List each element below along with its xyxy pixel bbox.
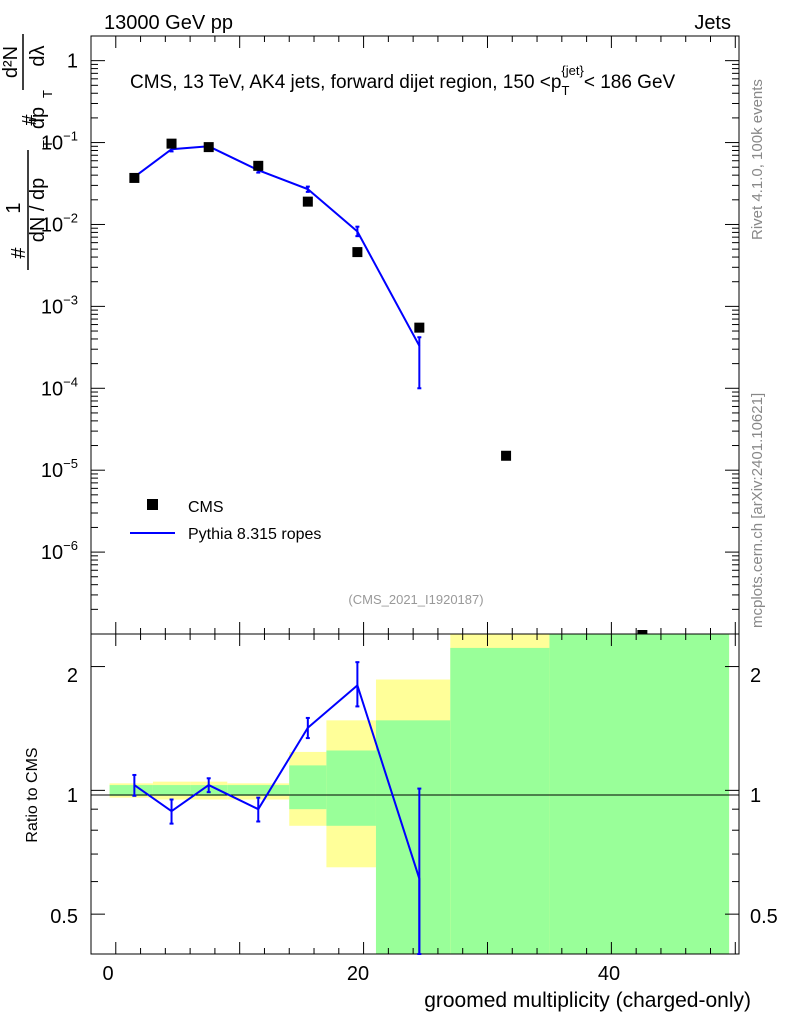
header-jets-label: Jets <box>694 12 731 34</box>
ylabel-one: 1 <box>3 202 25 213</box>
ratio-band-green <box>152 785 191 796</box>
ratio-band-green <box>375 720 451 954</box>
upper-panel-frame <box>90 35 740 635</box>
lower-panel-frame <box>90 633 740 955</box>
y-tick-exponent: −1 <box>63 129 78 144</box>
x-axis-label: groomed multiplicity (charged-only) <box>424 989 751 1012</box>
legend-label-cms: CMS <box>188 499 224 516</box>
title-superscript-close: } <box>579 63 584 78</box>
ylabel-hash-num: # <box>19 114 41 126</box>
ylabel-sub-T2: T <box>40 90 55 98</box>
legend: CMS Pythia 8.315 ropes <box>130 499 321 543</box>
y-tick-label: 10−1 <box>41 129 78 155</box>
y-tick-base: 10 <box>41 542 63 564</box>
ratio-tick-label-0.5-right: 0.5 <box>750 906 778 928</box>
y-tick-exponent: −2 <box>63 210 78 225</box>
cms-data-marker <box>302 196 313 207</box>
legend-label-pythia: Pythia 8.315 ropes <box>188 526 321 543</box>
ratio-band-green <box>326 750 376 826</box>
ratio-band-green <box>109 785 153 796</box>
y-tick-exponent: −4 <box>63 374 78 389</box>
ratio-tick-label-2-right: 2 <box>750 665 761 687</box>
ratio-tick-label-0.5-left: 0.5 <box>50 906 78 928</box>
ratio-band-green <box>289 765 327 810</box>
ratio-series-line <box>133 683 421 954</box>
ratio-band-green <box>549 634 730 954</box>
x-tick-label-40: 40 <box>598 963 620 985</box>
upper-data-layer <box>129 138 648 634</box>
y-tick-label: 10−6 <box>41 538 78 564</box>
title-subscript: T <box>561 83 569 98</box>
cms-data-marker <box>129 172 140 183</box>
title-superscript: {jet <box>561 63 579 78</box>
y-tick-label: 10−4 <box>41 374 78 400</box>
y-tick-label: 10−5 <box>41 456 78 482</box>
title-prefix: CMS, 13 TeV, AK4 jets, forward dijet reg… <box>130 72 561 93</box>
rivet-version-label: Rivet 4.1.0, 100k events <box>749 79 766 240</box>
x-tick-label-0: 0 <box>102 963 113 985</box>
cms-data-marker <box>203 142 214 153</box>
cms-data-marker <box>253 160 264 171</box>
y-tick-base: 10 <box>41 378 63 400</box>
mcplots-label: mcplots.cern.ch [arXiv:2401.10621] <box>749 393 766 628</box>
y-tick-base: 10 <box>41 133 63 155</box>
ratio-tick-label-2-left: 2 <box>67 665 78 687</box>
ylabel-hash-left: # <box>8 247 30 259</box>
ylabel-d2N: d²N <box>0 46 22 78</box>
cms-data-marker <box>414 322 425 333</box>
ratio-band-green <box>227 785 290 796</box>
ratio-uncertainty-bands <box>109 634 730 954</box>
ratio-tick-label-1-left: 1 <box>67 785 78 807</box>
ratio-band-green <box>450 647 550 954</box>
y-tick-base: 10 <box>41 214 63 236</box>
mc-series-line <box>133 145 421 347</box>
ylabel-dp: dp <box>27 107 49 129</box>
upper-axis-ticks <box>90 35 739 635</box>
y-tick-exponent: −6 <box>63 538 78 553</box>
y-tick-label: 10−2 <box>41 210 78 236</box>
y-tick-label: 1 <box>67 51 78 73</box>
cms-data-marker <box>501 450 512 461</box>
cms-data-marker <box>166 138 177 149</box>
ylabel-dlambda: dλ <box>27 45 49 66</box>
y-tick-exponent: −5 <box>63 456 78 471</box>
cms-data-marker-clipped <box>637 630 648 634</box>
y-tick-base: 1 <box>67 51 78 73</box>
y-tick-base: 10 <box>41 296 63 318</box>
y-tick-base: 10 <box>41 460 63 482</box>
lower-axis-ticks <box>90 634 739 954</box>
ylabel-dN-dp: dN / dp <box>27 178 49 242</box>
upper-y-tick-labels: 110−110−210−310−410−510−6 <box>41 51 78 564</box>
chart-title: CMS, 13 TeV, AK4 jets, forward dijet reg… <box>130 63 676 98</box>
cms-data-marker <box>352 247 363 258</box>
title-suffix: < 186 GeV <box>584 72 676 93</box>
y-tick-label: 10−3 <box>41 292 78 318</box>
analysis-tag: (CMS_2021_I1920187) <box>348 592 483 607</box>
ylabel-sub-T1: T <box>40 140 55 148</box>
ratio-y-axis-label: Ratio to CMS <box>24 747 41 842</box>
ratio-data-layer <box>132 661 422 955</box>
upper-y-axis-label: # 1 dN / dp T # d²N dp T dλ <box>0 34 55 270</box>
legend-marker-cms <box>147 499 158 510</box>
header-energy-label: 13000 GeV pp <box>104 12 233 34</box>
ratio-tick-label-1-right: 1 <box>750 785 761 807</box>
x-tick-label-20: 20 <box>347 963 369 985</box>
y-tick-exponent: −3 <box>63 292 78 307</box>
